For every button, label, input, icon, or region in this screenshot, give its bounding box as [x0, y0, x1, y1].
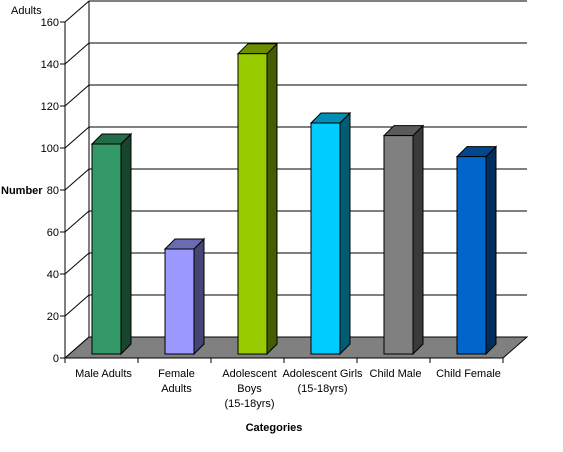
y-unit-label: Adults — [11, 5, 42, 17]
y-tick-label: 20 — [47, 311, 59, 323]
bar-front — [91, 143, 122, 355]
x-tick-label: Adolescent Girls (15-18yrs) — [282, 368, 363, 395]
x-tick-label: Child Female — [436, 368, 501, 380]
bar-front — [237, 53, 268, 355]
x-axis-title: Categories — [246, 422, 303, 434]
x-tick-label: Female Adults — [158, 368, 195, 395]
bar-side — [120, 132, 132, 356]
bar-side — [412, 124, 424, 356]
bar — [455, 145, 498, 356]
x-tick-label: Male Adults — [75, 368, 132, 380]
side-wall-gridline — [64, 294, 90, 317]
bars-layer — [90, 42, 498, 356]
side-wall-gridline — [64, 0, 90, 23]
y-tick-label: 160 — [41, 17, 59, 29]
bar-front — [164, 248, 195, 355]
grid-layer — [64, 0, 527, 359]
side-wall-gridline — [64, 168, 90, 191]
bar-side — [485, 145, 497, 356]
labels-layer: 0 20 40 60 80 100 120 140 160 Male Adults Female Ad… — [41, 17, 501, 410]
y-tick-label: 0 — [53, 353, 59, 365]
axis-layer — [60, 21, 504, 363]
y-tick-label: 120 — [41, 101, 59, 113]
side-wall-gridline — [64, 252, 90, 275]
y-axis-title: Number — [1, 185, 43, 197]
side-wall-gridline — [64, 84, 90, 107]
x-tick-label: Adolescent Boys (15-18yrs) — [222, 368, 276, 410]
bar-front — [456, 156, 487, 355]
x-tick-label: Child Male — [370, 368, 422, 380]
bar-side — [266, 42, 278, 356]
bar — [236, 42, 279, 356]
bar — [90, 132, 133, 356]
y-tick-label: 100 — [41, 143, 59, 155]
y-tick-label: 40 — [47, 269, 59, 281]
y-tick-label: 80 — [47, 185, 59, 197]
bar — [309, 111, 352, 356]
side-wall-gridline — [64, 42, 90, 65]
bar-side — [193, 237, 205, 356]
bar-front — [383, 135, 414, 355]
y-tick-label: 60 — [47, 227, 59, 239]
side-wall-gridline — [64, 210, 90, 233]
bar-front — [310, 122, 341, 355]
bar — [382, 124, 425, 356]
y-tick-label: 140 — [41, 59, 59, 71]
bar — [163, 237, 206, 356]
bar-side — [339, 111, 351, 356]
side-wall-gridline — [64, 126, 90, 149]
